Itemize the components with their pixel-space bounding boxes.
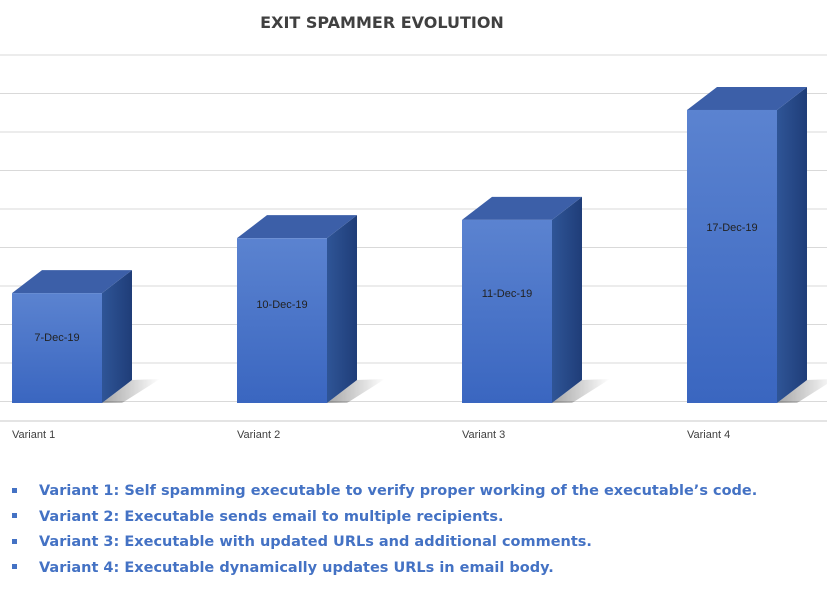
bar-top bbox=[462, 196, 582, 220]
category-label: Variant 2 bbox=[237, 429, 280, 441]
bar-top bbox=[12, 270, 132, 294]
bar-2: 10-Dec-19 bbox=[237, 215, 385, 403]
note-item: Variant 2: Executable sends email to mul… bbox=[10, 505, 820, 531]
note-item: Variant 4: Executable dynamically update… bbox=[10, 556, 820, 582]
bar-data-label: 17-Dec-19 bbox=[706, 222, 757, 234]
square-bullet-icon bbox=[12, 487, 17, 493]
bar-chart: EXIT SPAMMER EVOLUTION 7-Dec-19 10-Dec-19… bbox=[0, 13, 827, 441]
bar-front bbox=[12, 293, 102, 403]
variant-notes: Variant 1: Self spamming executable to v… bbox=[10, 479, 820, 581]
chart-title: EXIT SPAMMER EVOLUTION bbox=[260, 13, 504, 32]
bar-front bbox=[237, 238, 327, 403]
note-text: Variant 3: Executable with updated URLs … bbox=[39, 534, 592, 550]
bar-data-label: 11-Dec-19 bbox=[482, 288, 533, 300]
bar-shadow bbox=[102, 379, 160, 403]
note-text: Variant 2: Executable sends email to mul… bbox=[39, 508, 504, 525]
bar-top bbox=[687, 86, 807, 110]
square-bullet-icon bbox=[12, 513, 17, 518]
bar-data-label: 10-Dec-19 bbox=[256, 299, 307, 311]
bar-shadow bbox=[327, 379, 385, 403]
note-item: Variant 1: Self spamming executable to v… bbox=[10, 479, 820, 505]
bar-3: 11-Dec-19 bbox=[462, 196, 610, 403]
bar-shadow bbox=[552, 379, 610, 403]
note-text: Variant 1: Self spamming executable to v… bbox=[39, 483, 758, 499]
bar-side bbox=[102, 270, 132, 403]
bar-4: 17-Dec-19 bbox=[687, 86, 827, 404]
bar-side bbox=[777, 86, 807, 404]
bar-top bbox=[237, 215, 357, 239]
bar-side bbox=[327, 215, 357, 403]
square-bullet-icon bbox=[12, 538, 17, 544]
note-text: Variant 4: Executable dynamically update… bbox=[39, 559, 554, 576]
bar-data-label: 7-Dec-19 bbox=[34, 332, 79, 344]
square-bullet-icon bbox=[12, 564, 17, 569]
category-label: Variant 1 bbox=[12, 429, 55, 441]
bar-1: 7-Dec-19 bbox=[12, 270, 160, 403]
note-item: Variant 3: Executable with updated URLs … bbox=[10, 530, 820, 556]
bar-side bbox=[552, 196, 582, 403]
bar-shadow bbox=[777, 379, 827, 403]
category-label: Variant 3 bbox=[462, 429, 505, 441]
bar-front bbox=[462, 219, 552, 403]
category-label: Variant 4 bbox=[687, 429, 730, 441]
category-labels: Variant 1 Variant 2 Variant 3 Variant 4 bbox=[12, 429, 730, 441]
bar-front bbox=[687, 109, 777, 404]
bars: 7-Dec-19 10-Dec-19 11-Dec-19 17-Dec-19 bbox=[12, 86, 827, 404]
